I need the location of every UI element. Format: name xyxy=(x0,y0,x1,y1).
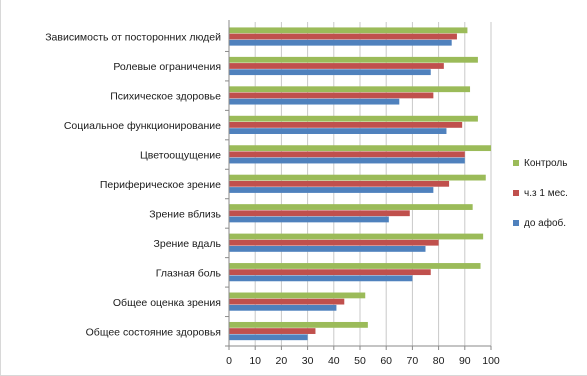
bar xyxy=(229,98,400,105)
bars xyxy=(229,27,491,341)
bar xyxy=(229,27,468,34)
bar xyxy=(229,86,471,93)
bar xyxy=(229,180,450,187)
category-label: Ролевые ограничения xyxy=(113,61,221,73)
x-tick-label: 40 xyxy=(328,355,340,367)
bar xyxy=(229,216,389,223)
category-label: Зависимость от посторонних людей xyxy=(45,32,221,44)
bar xyxy=(229,334,308,341)
category-label: Глазная боль xyxy=(156,267,222,279)
bar xyxy=(229,275,413,282)
bar xyxy=(229,33,457,40)
bar xyxy=(229,63,444,69)
axes xyxy=(225,20,492,350)
x-tick-label: 0 xyxy=(226,355,232,367)
legend-swatch xyxy=(513,160,519,166)
bar xyxy=(229,151,465,158)
bar xyxy=(229,298,345,305)
category-label: Социальное функционирование xyxy=(64,120,221,132)
legend-swatch xyxy=(513,190,519,196)
bar xyxy=(229,174,486,181)
x-tick-label: 60 xyxy=(380,355,392,367)
bar xyxy=(229,246,426,252)
legend-label: ч.з 1 мес. xyxy=(524,188,568,199)
x-tick-label: 50 xyxy=(354,355,366,367)
bar xyxy=(229,92,434,99)
category-label: Периферическое зрение xyxy=(100,179,221,191)
x-tick-label: 10 xyxy=(249,355,261,367)
bar xyxy=(229,157,465,164)
bar xyxy=(229,292,366,299)
x-tick-label: 100 xyxy=(482,355,500,367)
bar xyxy=(229,239,439,246)
tick-labels: 0 10 20 30 40 50 60 70 80 90 100 xyxy=(226,355,500,367)
bar xyxy=(229,56,478,63)
category-label: Общее оценка зрения xyxy=(113,297,221,309)
legend-label: до афоб. xyxy=(524,217,566,229)
category-label: Зрение вдаль xyxy=(154,238,222,250)
legend: Контроль ч.з 1 мес. до афоб. xyxy=(513,158,568,229)
bar xyxy=(229,39,452,46)
category-label: Цветоощущение xyxy=(140,150,221,162)
bar xyxy=(229,145,491,152)
bar xyxy=(229,115,478,122)
x-tick-label: 30 xyxy=(302,355,314,367)
legend-label: Контроль xyxy=(524,158,567,169)
bar xyxy=(229,210,410,217)
bar xyxy=(229,269,431,276)
bar xyxy=(229,187,434,193)
category-label: Общее состояние здоровья xyxy=(86,326,221,338)
x-tick-label: 90 xyxy=(459,355,471,367)
x-tick-label: 80 xyxy=(433,355,445,367)
bar xyxy=(229,263,481,269)
bar xyxy=(229,204,473,210)
bar xyxy=(229,328,316,334)
bar xyxy=(229,121,463,128)
bar xyxy=(229,304,337,311)
legend-swatch xyxy=(513,220,519,226)
category-label: Психическое здоровье xyxy=(110,91,221,103)
bar xyxy=(229,128,447,134)
x-tick-label: 70 xyxy=(407,355,419,367)
bar xyxy=(229,321,368,328)
category-label: Зрение вблизь xyxy=(149,208,221,220)
category-labels: Общее состояние здоровья Общее оценка зре… xyxy=(45,32,221,339)
bar xyxy=(229,233,484,240)
x-tick-label: 20 xyxy=(276,355,288,367)
bar xyxy=(229,69,431,76)
